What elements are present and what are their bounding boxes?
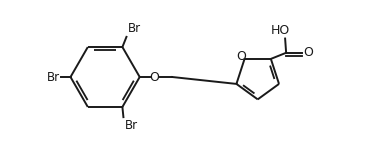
Text: HO: HO (270, 24, 290, 37)
Text: O: O (236, 50, 247, 63)
Text: Br: Br (47, 71, 60, 83)
Text: Br: Br (125, 119, 138, 132)
Text: O: O (303, 46, 313, 59)
Text: O: O (149, 71, 159, 83)
Text: Br: Br (128, 22, 141, 35)
